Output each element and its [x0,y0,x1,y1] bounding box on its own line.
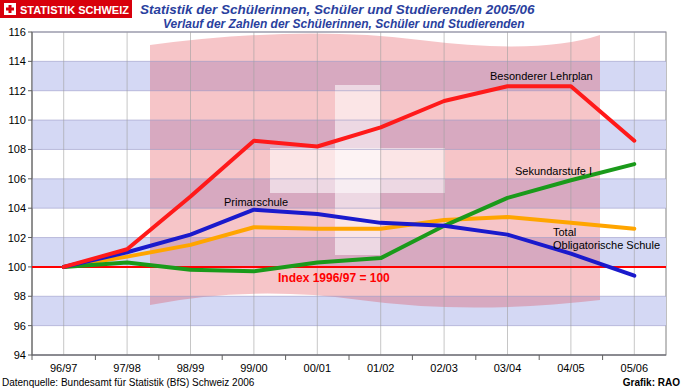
y-tick-label: 98 [14,290,26,302]
x-axis [32,355,666,356]
series-label: Sekundarstufe I [515,165,592,177]
x-tick-label: 03/04 [494,362,522,374]
x-tick-label: 97/98 [113,362,141,374]
chart: STATISTIK SCHWEIZ Statistik der Schülerin… [0,0,684,390]
y-tick-label: 104 [8,202,26,214]
x-tick [95,355,96,360]
x-tick-label: 04/05 [557,362,585,374]
x-tick-label: 01/02 [367,362,395,374]
x-tick [349,355,350,360]
grid-line [63,32,64,355]
y-tick [28,266,32,267]
plot-area [32,32,666,355]
subtitle: Verlauf der Zahlen der Schülerinnen, Sch… [163,17,525,31]
series-label: Primarschule [224,196,288,208]
brand-cross [6,8,14,11]
grid-line [444,32,445,355]
y-tick [28,120,32,121]
brand: STATISTIK SCHWEIZ [20,4,129,16]
grid-line [634,32,635,355]
credit: Grafik: RAO [623,377,680,388]
y-tick-label: 96 [14,320,26,332]
y-tick [28,208,32,209]
x-tick [285,355,286,360]
grid-line [253,32,254,355]
y-tick-label: 94 [14,349,26,361]
series-label-line: Total [553,226,579,238]
x-tick [32,355,33,360]
grid-line [32,355,666,356]
y-tick [28,32,32,33]
x-tick-label: 98/99 [177,362,205,374]
y-tick [28,178,32,179]
y-tick-label: 100 [8,261,26,273]
grid-line [380,32,381,355]
title: Statistik der Schülerinnen, Schüler und … [140,2,535,17]
y-tick-label: 110 [8,114,26,126]
source: Datenquelle: Bundesamt für Statistik (Bf… [2,377,255,388]
y-tick [28,61,32,62]
y-tick-label: 112 [8,85,26,97]
series-line [64,210,635,276]
series-label: Total Obligatorische Schule [553,226,660,251]
y-tick-label: 102 [8,232,26,244]
y-tick-label: 114 [8,55,26,67]
grid-line [127,32,128,355]
x-tick-label: 99/00 [240,362,268,374]
x-tick-label: 96/97 [50,362,78,374]
brand-box [0,0,132,18]
y-tick [28,325,32,326]
grid-line [32,266,666,267]
x-tick [222,355,223,360]
series-label: Besonderer Lehrplan [490,70,593,82]
marks [32,86,666,275]
x-tick [475,355,476,360]
grid-line [317,32,318,355]
x-tick [412,355,413,360]
y-tick-label: 106 [8,173,26,185]
reference-line [32,266,666,268]
flag-cross [270,148,445,193]
series-line [64,86,635,267]
x-tick-label: 02/03 [430,362,458,374]
y-tick [28,90,32,91]
y-tick [28,237,32,238]
brand-flag [4,3,16,15]
x-tick [602,355,603,360]
y-tick [28,355,32,356]
y-axis [32,32,33,355]
x-tick-label: 05/06 [621,362,649,374]
x-tick [158,355,159,360]
series-label-line: Obligatorische Schule [553,239,660,251]
y-tick-label: 116 [8,26,26,38]
y-tick-label: 108 [8,143,26,155]
x-tick [539,355,540,360]
y-tick [28,149,32,150]
reference-label: Index 1996/97 = 100 [278,271,390,285]
x-tick-label: 00/01 [304,362,332,374]
y-tick [28,296,32,297]
